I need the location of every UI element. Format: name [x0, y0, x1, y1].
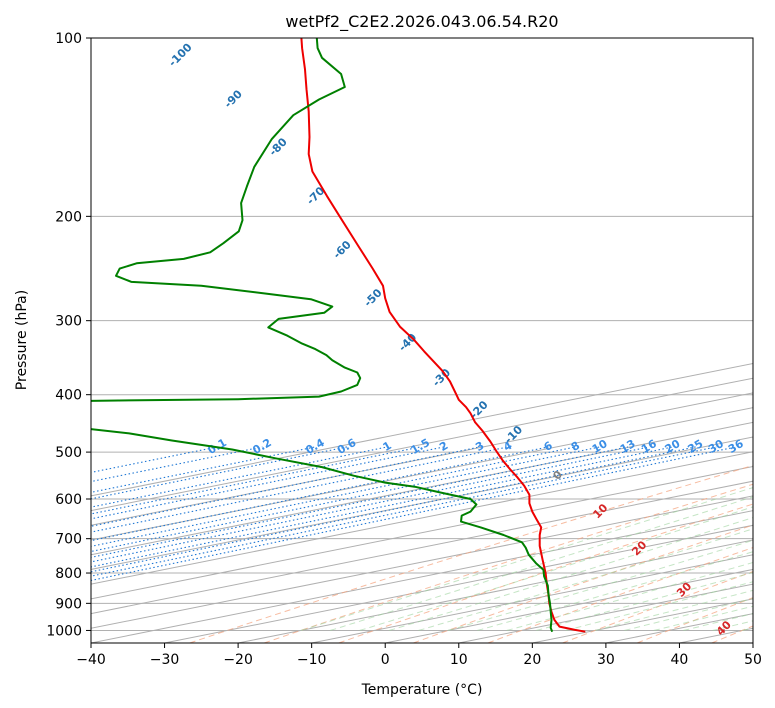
y-tick-label: 600: [55, 492, 82, 508]
y-tick-label: 700: [55, 532, 82, 548]
x-axis-label: Temperature (°C): [361, 682, 483, 698]
y-tick-label: 200: [55, 209, 82, 225]
x-tick-label: −10: [297, 652, 327, 668]
x-tick-label: 50: [744, 652, 762, 668]
isotherm-line: [753, 38, 775, 643]
y-tick-label: 1000: [46, 623, 82, 639]
x-tick-label: −40: [76, 652, 106, 668]
y-axis-label: Pressure (hPa): [14, 290, 30, 390]
y-tick-label: 900: [55, 596, 82, 612]
x-tick-label: 10: [450, 652, 468, 668]
y-tick-label: 300: [55, 314, 82, 330]
x-tick-label: −20: [223, 652, 253, 668]
y-tick-label: 500: [55, 445, 82, 461]
x-tick-label: 0: [381, 652, 390, 668]
y-tick-label: 400: [55, 388, 82, 404]
x-tick-label: 40: [671, 652, 689, 668]
chart-title: wetPf2_C2E2.2026.043.06.54.R20: [285, 12, 558, 32]
x-tick-label: 20: [523, 652, 541, 668]
y-tick-label: 800: [55, 566, 82, 582]
x-tick-label: 30: [597, 652, 615, 668]
x-tick-label: −30: [150, 652, 180, 668]
y-tick-label: 100: [55, 31, 82, 47]
moist-adiabat-line: [772, 38, 775, 630]
plot-background: [91, 38, 753, 643]
